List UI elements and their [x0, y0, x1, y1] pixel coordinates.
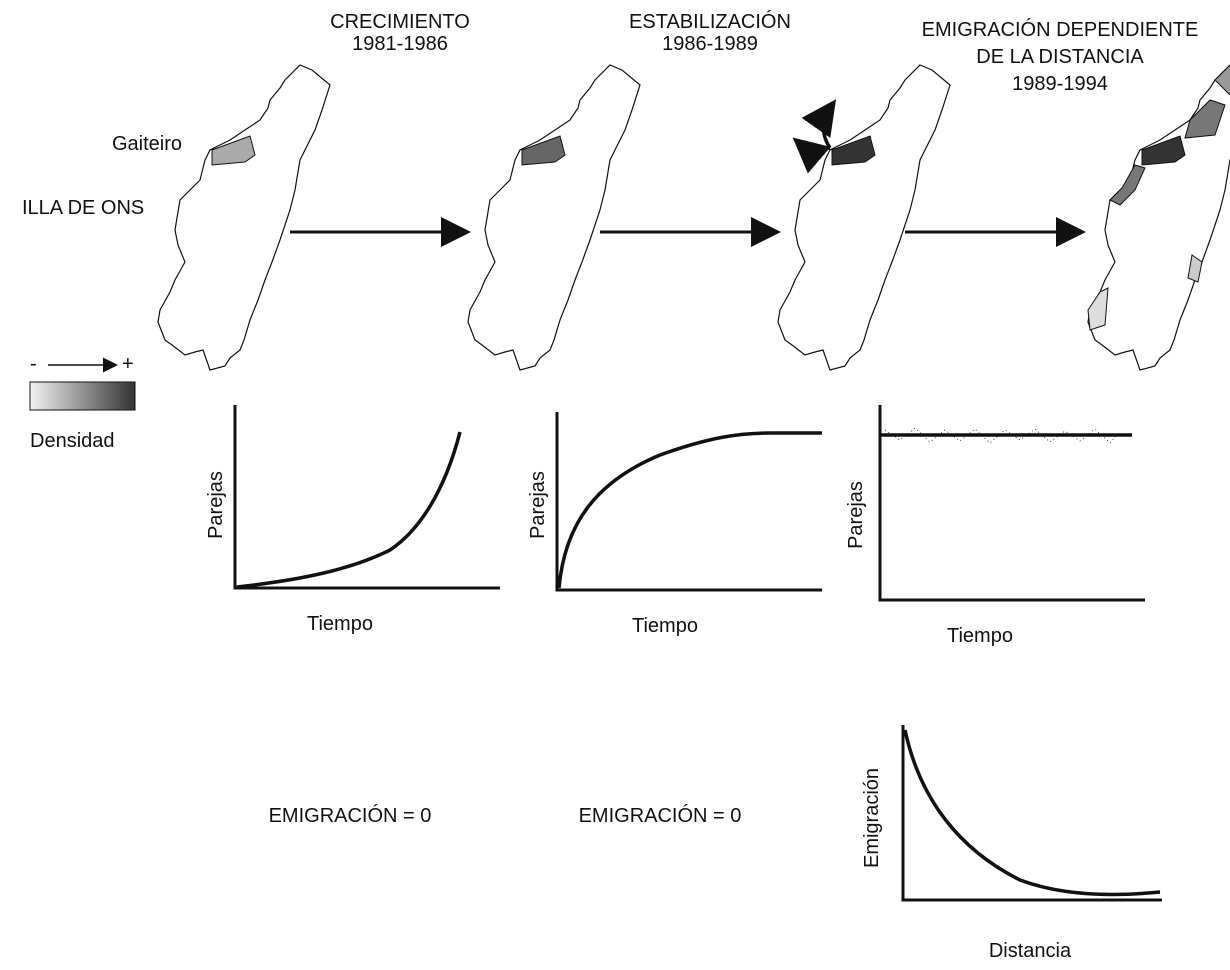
x-label: Tiempo [632, 615, 698, 637]
stage-title: ESTABILIZACIÓN [629, 10, 791, 33]
emigration-text: EMIGRACIÓN = 0 [579, 804, 742, 827]
stage-title: CRECIMIENTO [330, 11, 470, 33]
graph [555, 412, 822, 592]
x-label: Distancia [989, 940, 1072, 962]
x-label: Tiempo [307, 613, 373, 635]
legend-high: + [122, 353, 134, 375]
graph [233, 405, 500, 590]
island-label: ILLA DE ONS [22, 197, 144, 219]
y-label: Emigración [861, 768, 883, 868]
y-label: Parejas [527, 471, 549, 539]
stage-title: EMIGRACIÓN DEPENDIENTE [922, 18, 1199, 41]
legend-low: - [30, 353, 37, 375]
y-label: Parejas [845, 481, 867, 549]
stage-title: DE LA DISTANCIA [976, 46, 1144, 68]
map [1087, 64, 1230, 371]
y-label: Parejas [205, 471, 227, 539]
stage-title: 1986-1989 [662, 33, 758, 55]
emigration-graph [901, 725, 1162, 902]
stage-title: 1989-1994 [1012, 73, 1108, 95]
x-label: Tiempo [947, 625, 1013, 647]
map [157, 64, 331, 371]
map [777, 64, 951, 371]
graph [878, 405, 1145, 602]
stage-title: 1981-1986 [352, 33, 448, 55]
emigration-text: EMIGRACIÓN = 0 [269, 804, 432, 827]
legend-label: Densidad [30, 430, 115, 452]
legend-gradient [29, 381, 136, 411]
map [467, 64, 641, 371]
site-label: Gaiteiro [112, 133, 182, 155]
